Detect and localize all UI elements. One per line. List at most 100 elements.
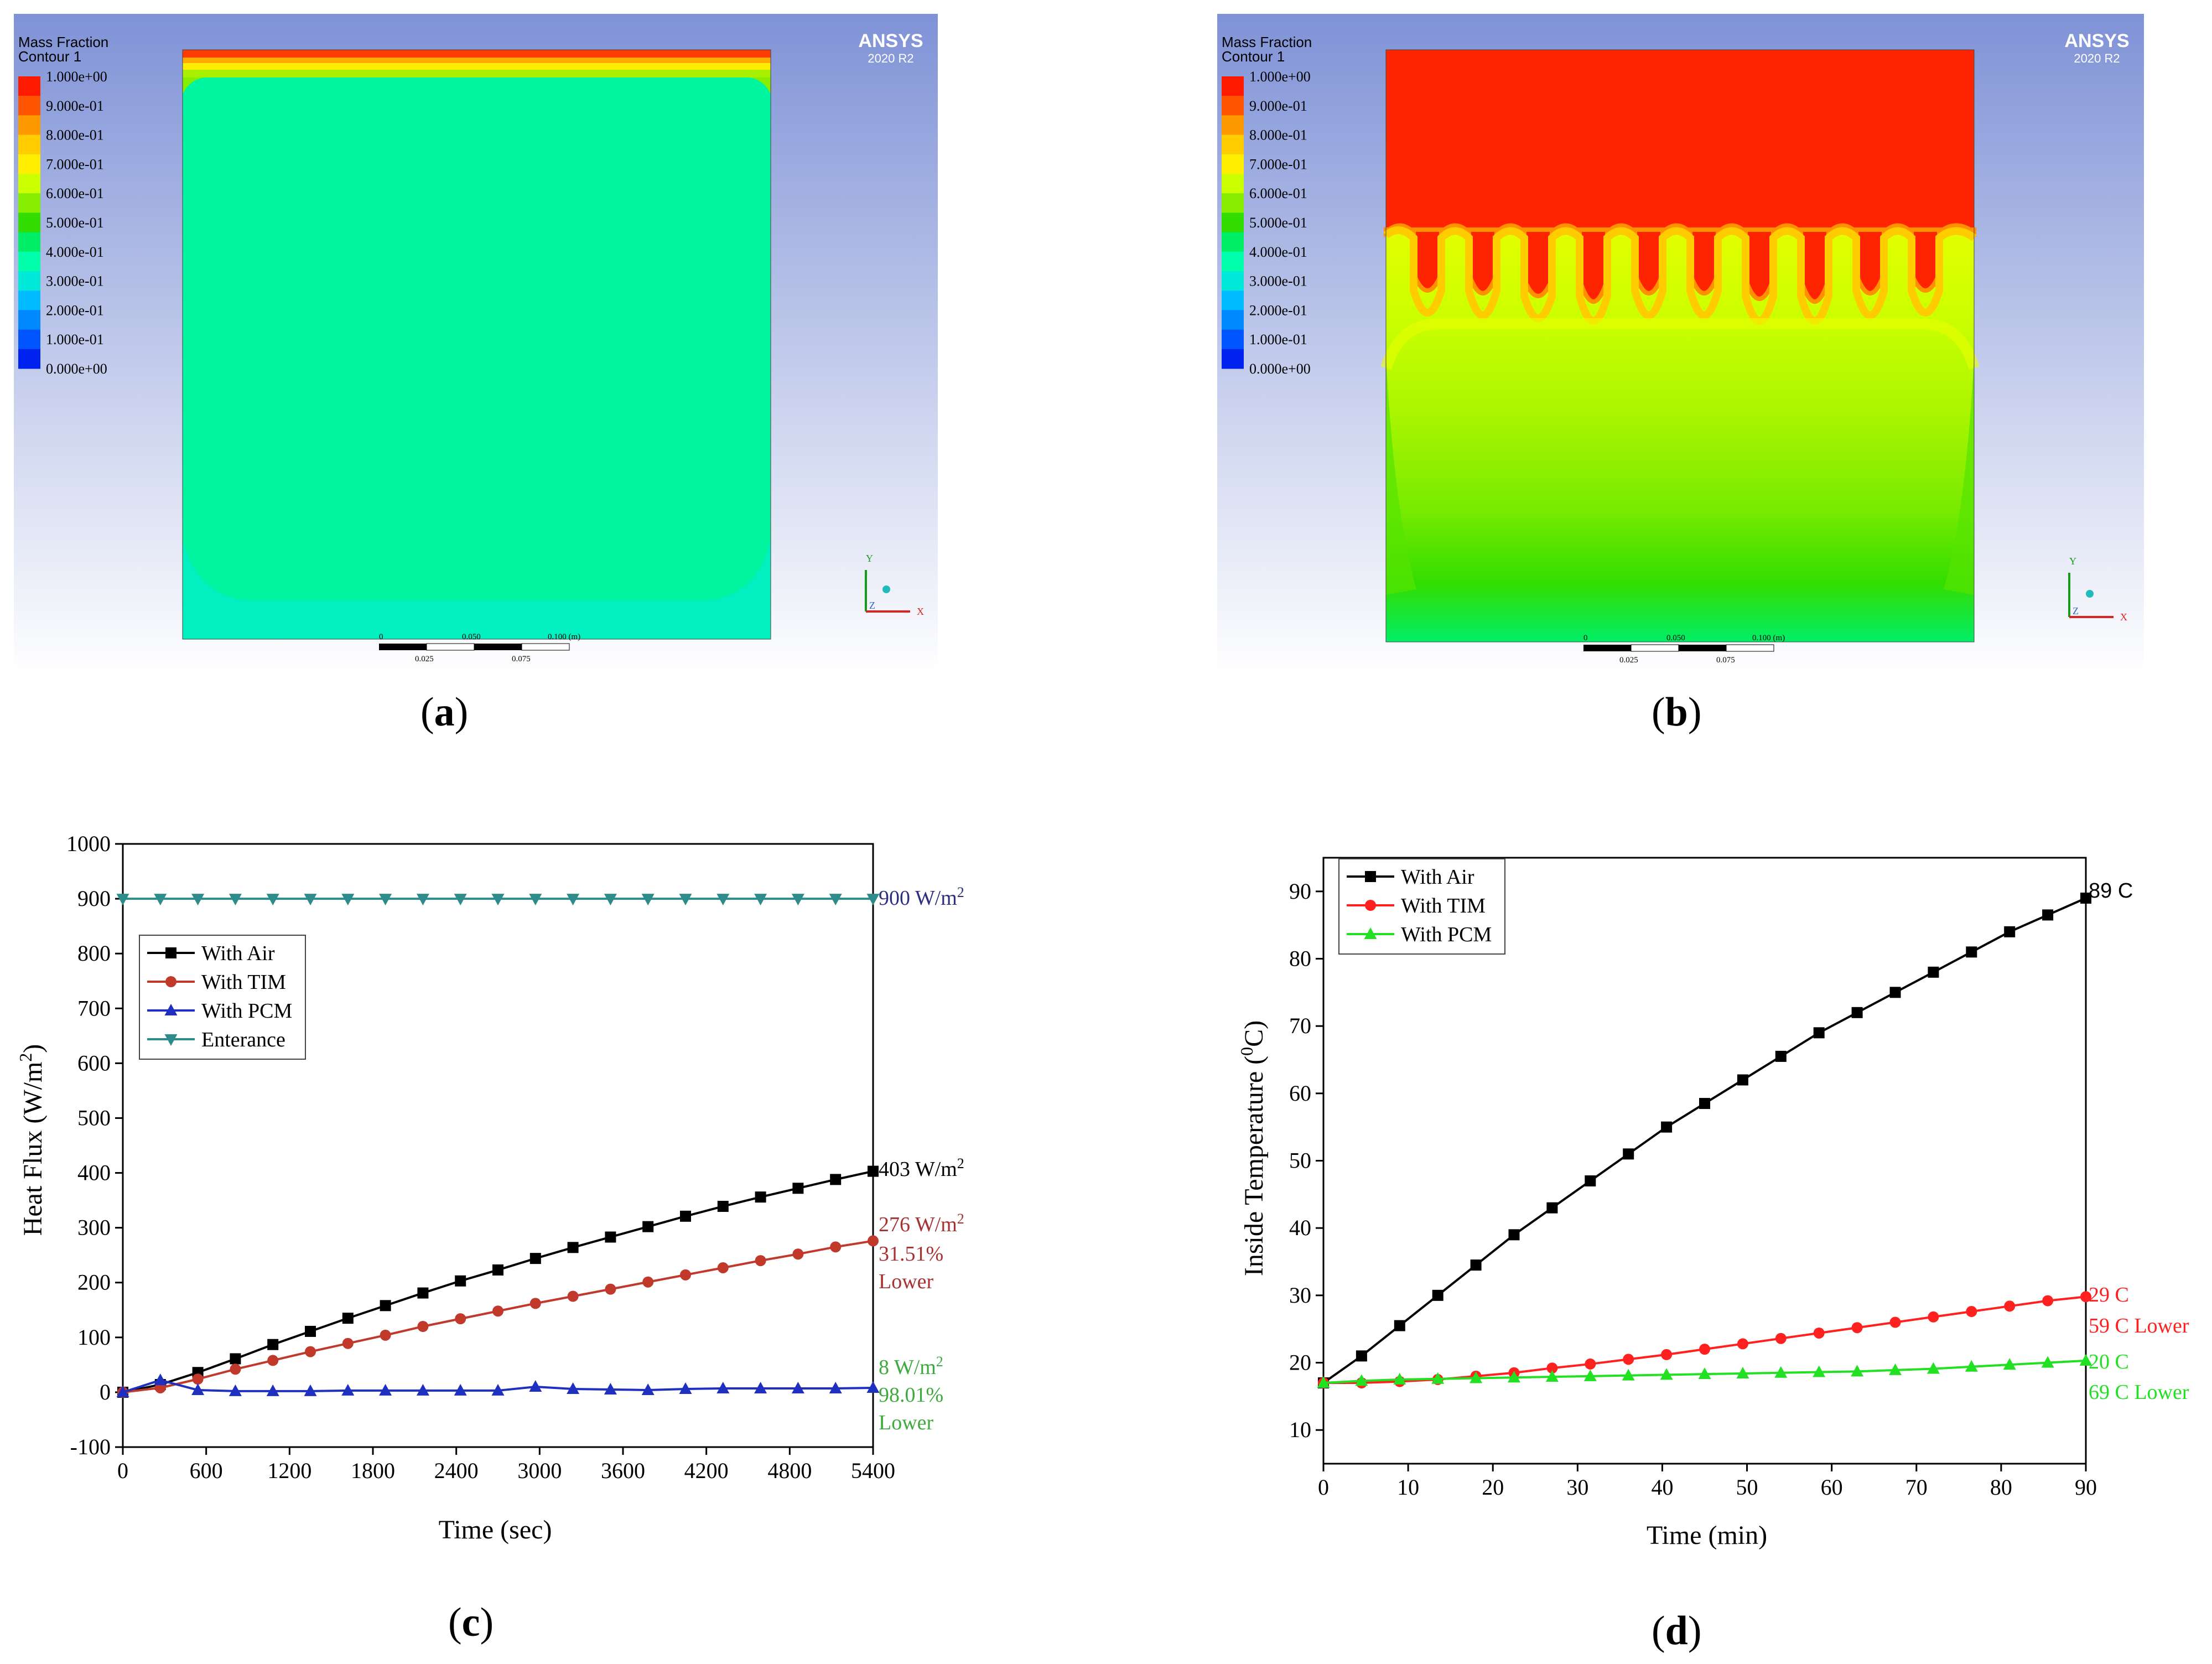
data-point: [1622, 1368, 1635, 1381]
data-point: [1889, 987, 1901, 998]
x-tick-label: 0: [1318, 1475, 1329, 1500]
svg-text:0.050: 0.050: [462, 633, 481, 641]
x-tick-label: 60: [1821, 1475, 1843, 1500]
data-point: [641, 894, 655, 906]
colorbar-level-label: 1.000e+00: [1249, 69, 1311, 85]
data-point: [755, 1191, 766, 1203]
colorbar-swatch: [18, 134, 40, 155]
data-point: [754, 894, 767, 906]
data-point: [792, 1183, 804, 1194]
legend-level-labels: 1.000e+00 9.000e-01 8.000e-01 7.000e-01 6.00…: [1249, 69, 1311, 377]
contour-field: [182, 49, 771, 640]
x-tick-label: 10: [1397, 1475, 1419, 1500]
data-point: [192, 1373, 204, 1385]
x-tick-label: 40: [1651, 1475, 1673, 1500]
x-tick-label: 4200: [684, 1458, 729, 1483]
data-point: [154, 894, 167, 906]
x-tick-label: 80: [1990, 1475, 2012, 1500]
data-point: [417, 1287, 429, 1299]
annotation-pcm-lower: 69 C Lower: [2089, 1381, 2189, 1404]
colorbar-swatch: [18, 291, 40, 310]
data-point: [1851, 1322, 1863, 1334]
x-tick-label: 70: [1905, 1475, 1928, 1500]
y-tick-label: 700: [77, 996, 111, 1020]
data-point: [529, 894, 542, 906]
data-point: [717, 1200, 729, 1212]
data-point: [267, 1355, 279, 1366]
data-point: [454, 894, 467, 906]
annotation-entrance: 900 W/m2: [879, 884, 964, 910]
colorbar-level-label: 1.000e+00: [46, 69, 107, 85]
panel-a-contour: Mass Fraction Contour 1 1.000e+00 9.000e-…: [14, 14, 938, 675]
data-point: [1432, 1289, 1443, 1301]
data-point: [680, 1269, 691, 1281]
data-point: [304, 1384, 317, 1396]
colorbar-level-label: 3.000e-01: [46, 273, 104, 289]
data-point: [2042, 1295, 2054, 1307]
data-point: [1699, 1344, 1710, 1355]
data-point: [642, 1221, 654, 1232]
y-tick-label: 400: [77, 1160, 111, 1185]
data-point: [416, 894, 429, 906]
data-point: [829, 1381, 842, 1393]
data-point: [1699, 1098, 1710, 1110]
data-point: [791, 894, 804, 906]
data-point: [716, 894, 730, 906]
axis-triad: Y X Z: [865, 553, 924, 617]
x-tick-label: 20: [1482, 1475, 1504, 1500]
legend-title: Mass Fraction: [18, 34, 108, 50]
legend-swatch-marker: [164, 1004, 178, 1015]
colorbar-level-label: 6.000e-01: [1249, 185, 1307, 201]
colorbar-level-label: 1.000e-01: [1249, 331, 1307, 348]
colorbar-level-label: 9.000e-01: [1249, 98, 1307, 114]
contour-field: [1380, 49, 1980, 642]
data-point: [567, 1290, 579, 1302]
data-point: [1966, 1306, 1977, 1318]
y-tick-label: 10: [1289, 1417, 1311, 1442]
colorbar-level-label: 9.000e-01: [46, 98, 104, 114]
colorbar-level-label: 4.000e-01: [46, 244, 104, 260]
data-point: [1394, 1320, 1405, 1331]
colorbar-swatch: [18, 310, 40, 330]
data-point: [492, 1264, 503, 1276]
y-tick-label: 800: [77, 941, 111, 966]
data-point: [267, 1339, 279, 1350]
colorbar-swatch: [18, 232, 40, 252]
ansys-version: 2020 R2: [2074, 51, 2120, 65]
svg-text:0.100 (m): 0.100 (m): [548, 633, 580, 641]
data-point: [1775, 1050, 1787, 1062]
colorbar-swatch: [18, 212, 40, 233]
legend-level-labels: 1.000e+00 9.000e-01 8.000e-01 7.000e-01 6.00…: [46, 69, 107, 377]
colorbar-swatch: [18, 76, 40, 96]
caption-c: (c): [448, 1600, 494, 1645]
data-point: [304, 894, 317, 906]
data-point: [605, 1231, 616, 1243]
colorbar-level-label: 7.000e-01: [46, 156, 104, 172]
data-point: [605, 1283, 616, 1295]
data-point: [417, 1321, 429, 1332]
data-point: [1928, 1311, 1939, 1323]
svg-text:0.050: 0.050: [1666, 634, 1685, 642]
legend-swatch-marker: [165, 976, 176, 987]
scale-bar: 0 0.050 0.100 (m) 0.025 0.075: [1583, 634, 1785, 665]
ansys-logo: ANSYS: [858, 30, 923, 51]
data-point: [266, 894, 279, 906]
data-point: [1660, 1368, 1673, 1380]
y-tick-label: 1000: [66, 831, 111, 856]
data-point: [567, 1382, 580, 1394]
data-point: [492, 1305, 503, 1317]
svg-text:0.075: 0.075: [512, 655, 531, 663]
annotation-tim-pct: 31.51%: [879, 1242, 943, 1266]
panel-b-contour: Mass Fraction Contour 1 1.000e+00 9.000e-…: [1217, 14, 2144, 675]
data-point: [1585, 1175, 1596, 1186]
caption-b: (b): [1652, 690, 1702, 735]
data-point: [2080, 1291, 2091, 1303]
legend-label: With Air: [1401, 865, 1474, 889]
data-point: [529, 1380, 542, 1392]
data-point: [830, 1174, 842, 1185]
data-point: [1393, 1372, 1406, 1385]
colorbar-swatch: [18, 349, 40, 369]
colorbar-level-label: 4.000e-01: [1249, 244, 1307, 260]
data-point: [1546, 1202, 1558, 1214]
data-point: [868, 1165, 879, 1177]
